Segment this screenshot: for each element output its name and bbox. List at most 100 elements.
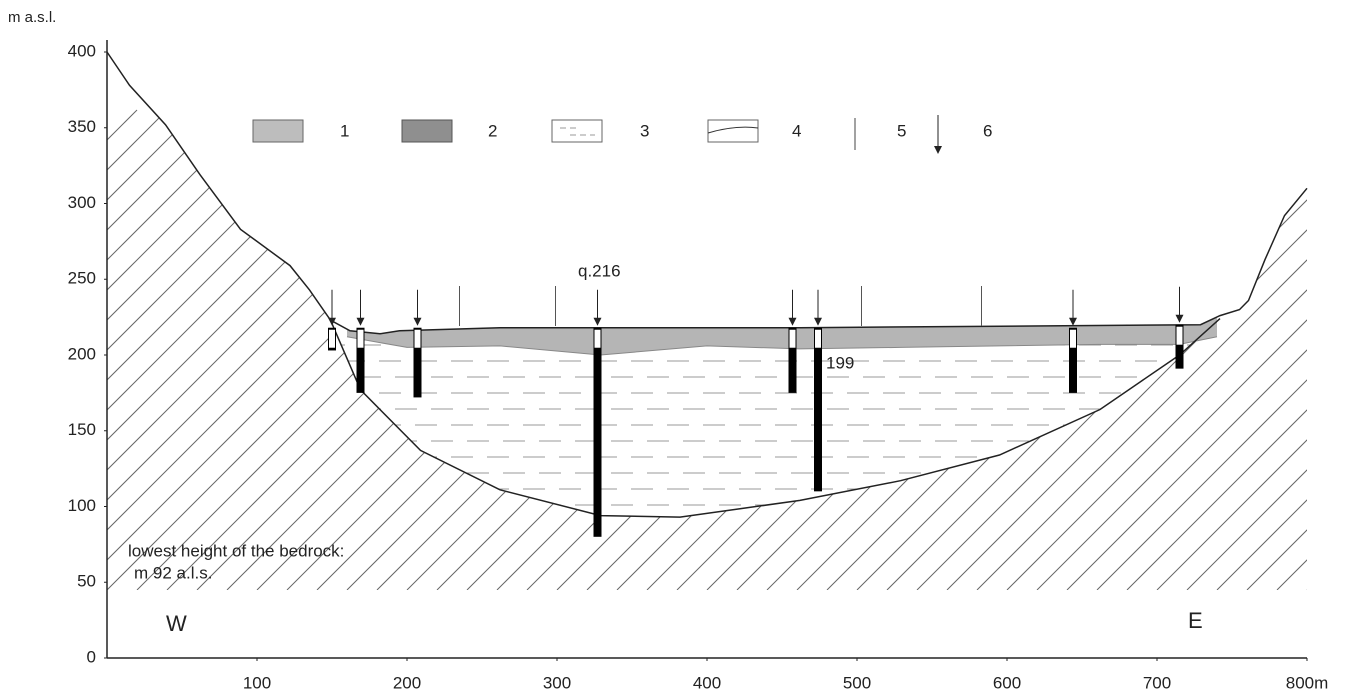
clay-fill bbox=[330, 344, 1220, 506]
annotation: m 92 a.l.s. bbox=[134, 563, 212, 582]
hatch-line bbox=[1186, 109, 1307, 590]
hatch-line bbox=[1216, 109, 1307, 590]
hatch-line bbox=[107, 109, 258, 590]
borehole-cap bbox=[594, 329, 601, 348]
legend-label: 4 bbox=[792, 121, 801, 140]
hatch-line bbox=[107, 109, 378, 590]
hatch-line bbox=[616, 109, 1098, 590]
hatch-line bbox=[0, 110, 17, 590]
hatch-line bbox=[107, 109, 408, 590]
borehole-cap bbox=[329, 329, 335, 348]
borehole-arrow-head bbox=[1175, 314, 1184, 323]
y-tick-label: 350 bbox=[68, 117, 96, 136]
x-tick-label: 700 bbox=[1143, 673, 1171, 692]
hatch-line bbox=[1096, 109, 1307, 590]
hatch-line bbox=[976, 109, 1307, 590]
borehole bbox=[356, 327, 365, 393]
x-tick-label: 500 bbox=[843, 673, 871, 692]
hatch-line bbox=[466, 109, 948, 590]
hatch-line bbox=[796, 109, 1278, 590]
legend-swatch-line bbox=[707, 126, 759, 134]
hatch-line bbox=[107, 109, 288, 590]
hatch-line bbox=[766, 109, 1248, 590]
hatch-line bbox=[736, 109, 1218, 590]
borehole bbox=[788, 327, 797, 393]
annotation: q.216 bbox=[578, 261, 621, 280]
legend-arrow-head bbox=[934, 146, 942, 154]
hatch-line bbox=[107, 109, 348, 590]
bedrock-line bbox=[329, 318, 1221, 518]
annotation: lowest height of the bedrock: bbox=[128, 541, 344, 560]
y-tick-label: 0 bbox=[87, 647, 96, 666]
y-tick-label: 200 bbox=[68, 344, 96, 363]
hatch-line bbox=[1337, 110, 1369, 590]
borehole-arrow-head bbox=[788, 317, 797, 326]
y-tick-label: 150 bbox=[68, 420, 96, 439]
hatch-line bbox=[886, 109, 1307, 590]
surface-line bbox=[106, 51, 1308, 335]
y-tick-label: 100 bbox=[68, 496, 96, 515]
borehole-arrow-head bbox=[413, 317, 422, 326]
borehole-cap bbox=[357, 329, 364, 348]
gravel-layer bbox=[347, 252, 1217, 355]
hatch-line bbox=[1246, 109, 1307, 590]
legend-swatch bbox=[551, 119, 603, 143]
borehole-arrow-head bbox=[593, 317, 602, 326]
hatch-line bbox=[646, 109, 1128, 590]
hatch-line bbox=[916, 109, 1307, 590]
x-tick-label: 100 bbox=[243, 673, 271, 692]
hatch-line bbox=[1006, 109, 1307, 590]
hatch-line bbox=[107, 109, 528, 590]
hatch-line bbox=[107, 109, 228, 590]
borehole-arrow-head bbox=[814, 317, 822, 326]
x-tick-label: 800m bbox=[1286, 673, 1329, 692]
hatch-line bbox=[706, 109, 1188, 590]
borehole-arrow-head bbox=[356, 317, 365, 326]
borehole bbox=[593, 327, 602, 537]
borehole-arrow-head bbox=[1069, 317, 1077, 326]
hatch-line bbox=[1306, 109, 1307, 590]
y-tick-label: 250 bbox=[68, 269, 96, 288]
borehole bbox=[814, 327, 822, 492]
y-tick-label: 50 bbox=[77, 572, 96, 591]
borehole-arrow-head bbox=[328, 317, 336, 326]
borehole-cap bbox=[1176, 326, 1183, 345]
borehole-cap bbox=[789, 329, 796, 348]
x-tick-label: 300 bbox=[543, 673, 571, 692]
hatch-line bbox=[1036, 109, 1307, 590]
hatch-line bbox=[1066, 109, 1307, 590]
borehole bbox=[1069, 327, 1077, 393]
hatch-line bbox=[946, 109, 1307, 590]
y-axis-label: m a.s.l. bbox=[8, 9, 56, 26]
legend-label: 6 bbox=[983, 121, 992, 140]
legend-label: 3 bbox=[640, 121, 649, 140]
x-tick-label: 200 bbox=[393, 673, 421, 692]
borehole bbox=[413, 327, 422, 398]
hatch-line bbox=[107, 109, 588, 590]
borehole bbox=[1175, 324, 1184, 369]
legend: 1 2 3 4 5 6 bbox=[252, 115, 992, 154]
hatch-line bbox=[436, 109, 918, 590]
y-tick-label: 400 bbox=[68, 41, 96, 60]
legend-swatch bbox=[707, 119, 759, 143]
annotation: 199 bbox=[826, 353, 854, 372]
legend-label: 5 bbox=[897, 121, 906, 140]
x-tick-label: 400 bbox=[693, 673, 721, 692]
legend-swatch bbox=[401, 119, 453, 143]
hatch-line bbox=[1276, 109, 1307, 590]
legend-swatch bbox=[252, 119, 304, 143]
y-tick-label: 300 bbox=[68, 193, 96, 212]
hatch-line bbox=[107, 109, 558, 590]
hatch-line bbox=[0, 110, 77, 590]
annotation: W bbox=[166, 611, 187, 636]
borehole-cap bbox=[414, 329, 421, 348]
hatch-line bbox=[1126, 109, 1307, 590]
hatch-line bbox=[676, 109, 1158, 590]
legend-label: 1 bbox=[340, 121, 349, 140]
borehole-cap bbox=[815, 329, 821, 348]
borehole-cap bbox=[1070, 329, 1076, 348]
hatch-line bbox=[107, 109, 198, 590]
hatch-line bbox=[826, 109, 1307, 590]
gravel-fill bbox=[347, 252, 1217, 355]
hatch-line bbox=[107, 109, 438, 590]
